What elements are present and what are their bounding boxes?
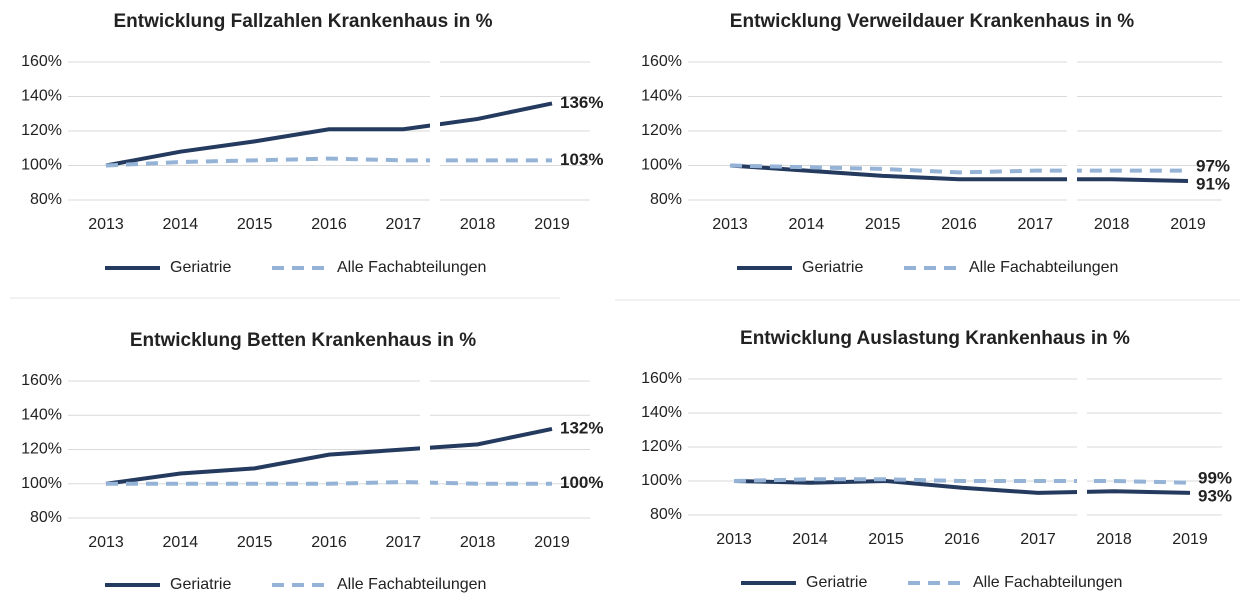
line-series [729, 163, 1188, 175]
value-label: 91% [1196, 174, 1230, 193]
x-tick-label: 2018 [1094, 216, 1130, 233]
x-tick-label: 2015 [237, 534, 273, 551]
plot-gap [1077, 371, 1087, 523]
x-tick-label: 2019 [1172, 531, 1208, 548]
x-tick-label: 2019 [534, 534, 570, 551]
x-tick-label: 2014 [163, 216, 199, 233]
chart-title: Entwicklung Verweildauer Krankenhaus in … [730, 11, 1134, 32]
x-tick-label: 2015 [868, 531, 904, 548]
line-series [105, 426, 553, 486]
legend-label: Geriatrie [802, 259, 863, 276]
value-label: 103% [560, 150, 603, 169]
y-tick-label: 160% [641, 370, 682, 387]
plot-gap [1067, 54, 1077, 208]
x-tick-label: 2013 [716, 531, 752, 548]
legend-label: Geriatrie [806, 574, 867, 591]
y-tick-label: 140% [21, 406, 62, 423]
y-tick-label: 100% [21, 475, 62, 492]
x-tick-label: 2017 [386, 534, 422, 551]
x-tick-label: 2017 [1020, 531, 1056, 548]
chart-title: Entwicklung Auslastung Krankenhaus in % [740, 328, 1130, 349]
y-tick-label: 80% [650, 506, 682, 523]
line-series [105, 156, 552, 168]
value-label: 93% [1198, 486, 1232, 505]
x-tick-label: 2017 [386, 216, 422, 233]
value-label: 97% [1196, 156, 1230, 175]
y-tick-label: 120% [641, 438, 682, 455]
x-tick-label: 2014 [163, 534, 199, 551]
y-tick-label: 140% [641, 404, 682, 421]
x-tick-label: 2016 [941, 216, 977, 233]
x-tick-label: 2015 [237, 216, 273, 233]
x-tick-label: 2019 [534, 216, 570, 233]
x-tick-label: 2013 [88, 216, 124, 233]
plot-gap [420, 373, 430, 526]
y-tick-label: 160% [21, 372, 62, 389]
x-tick-label: 2015 [865, 216, 901, 233]
value-label: 136% [560, 93, 603, 112]
x-tick-label: 2014 [792, 531, 828, 548]
y-tick-label: 140% [641, 88, 682, 105]
line-series [729, 163, 1189, 184]
x-tick-label: 2018 [460, 216, 496, 233]
value-label: 99% [1198, 468, 1232, 487]
x-tick-label: 2018 [1096, 531, 1132, 548]
legend-label: Alle Fachabteilungen [973, 574, 1122, 591]
legend-label: Geriatrie [170, 259, 231, 276]
x-tick-label: 2017 [1018, 216, 1054, 233]
x-tick-label: 2016 [311, 216, 347, 233]
legend-label: Alle Fachabteilungen [337, 576, 486, 593]
line-series [733, 478, 1191, 495]
y-tick-label: 120% [641, 122, 682, 139]
line-series [733, 477, 1191, 485]
y-tick-label: 80% [650, 191, 682, 208]
y-tick-label: 120% [21, 441, 62, 458]
x-tick-label: 2013 [88, 534, 124, 551]
y-tick-label: 100% [21, 157, 62, 174]
y-tick-label: 80% [30, 509, 62, 526]
y-tick-label: 160% [21, 53, 62, 70]
y-tick-label: 160% [641, 53, 682, 70]
x-tick-label: 2013 [712, 216, 748, 233]
line-series [106, 480, 552, 486]
value-label: 132% [560, 418, 603, 437]
y-tick-label: 100% [641, 157, 682, 174]
y-tick-label: 100% [641, 472, 682, 489]
value-label: 100% [560, 473, 603, 492]
legend-label: Geriatrie [170, 576, 231, 593]
x-tick-label: 2018 [460, 534, 496, 551]
legend-label: Alle Fachabteilungen [337, 259, 486, 276]
x-tick-label: 2016 [944, 531, 980, 548]
x-tick-label: 2014 [789, 216, 825, 233]
plot-gap [430, 54, 440, 208]
chart-title: Entwicklung Betten Krankenhaus in % [130, 330, 476, 351]
legend-label: Alle Fachabteilungen [969, 259, 1118, 276]
x-tick-label: 2016 [311, 534, 347, 551]
chart-title: Entwicklung Fallzahlen Krankenhaus in % [113, 11, 492, 32]
line-series [105, 101, 553, 168]
y-tick-label: 140% [21, 88, 62, 105]
y-tick-label: 120% [21, 122, 62, 139]
x-tick-label: 2019 [1170, 216, 1206, 233]
y-tick-label: 80% [30, 191, 62, 208]
